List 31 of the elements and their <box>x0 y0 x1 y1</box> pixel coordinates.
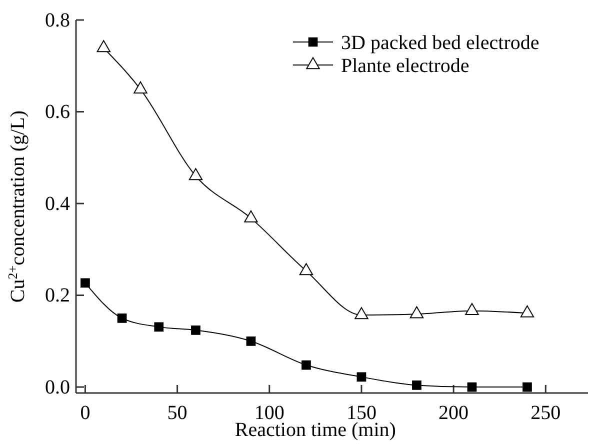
point <box>80 278 90 288</box>
x-tick-label: 50 <box>167 402 188 424</box>
x-tick-label: 250 <box>530 402 561 424</box>
point <box>302 360 311 370</box>
point <box>410 306 424 318</box>
point <box>412 380 422 390</box>
point <box>465 303 479 316</box>
legend-label: Plante electrode <box>341 55 470 77</box>
point <box>117 314 127 323</box>
x-axis-title: Reaction time (min) <box>234 419 396 441</box>
point <box>191 325 200 335</box>
point <box>134 81 148 94</box>
point <box>520 305 534 318</box>
x-tick-label: 0 <box>80 402 90 424</box>
point <box>246 336 256 346</box>
y-tick-label: 0.8 <box>45 9 70 32</box>
point <box>96 40 110 52</box>
y-tick-label: 0.0 <box>45 376 70 398</box>
y-tick-label: 0.6 <box>45 101 70 124</box>
y-tick-label: 0.2 <box>45 284 70 307</box>
point <box>188 168 203 180</box>
point <box>154 322 164 332</box>
point <box>522 382 532 392</box>
y-tick-label: 0.4 <box>45 192 70 215</box>
point <box>299 263 314 276</box>
x-tick-label: 200 <box>438 402 469 424</box>
legend-label: 3D packed bed electrode <box>341 32 540 54</box>
point <box>354 307 368 320</box>
point <box>356 372 366 382</box>
point <box>467 382 477 392</box>
point <box>244 210 258 222</box>
